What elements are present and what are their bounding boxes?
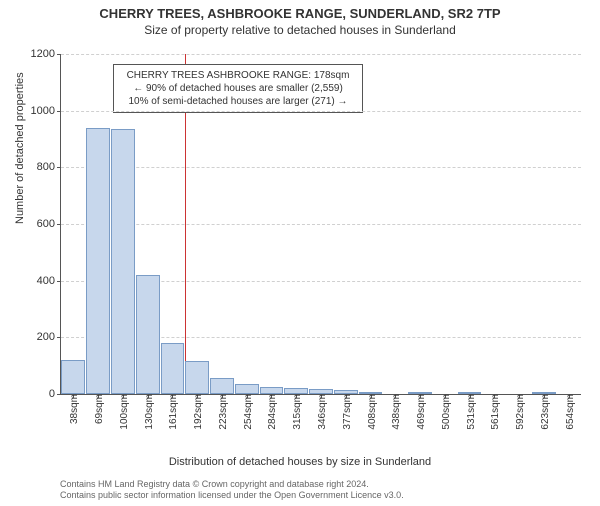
annotation-line1: CHERRY TREES ASHBROOKE RANGE: 178sqm [120,69,356,82]
xtick-label: 69sqm [94,394,105,424]
ytick-label: 1000 [31,105,55,117]
plot-region: CHERRY TREES ASHBROOKE RANGE: 178sqm ← 9… [60,54,581,395]
xtick-label: 469sqm [416,394,427,430]
annotation-box: CHERRY TREES ASHBROOKE RANGE: 178sqm ← 9… [113,64,363,113]
ytick-mark [57,394,61,395]
xtick-label: 254sqm [243,394,254,430]
ytick-label: 400 [37,275,55,287]
ytick-label: 0 [49,388,55,400]
xtick-label: 192sqm [193,394,204,430]
xtick-label: 654sqm [565,394,576,430]
bar [161,343,185,394]
chart-title: CHERRY TREES, ASHBROOKE RANGE, SUNDERLAN… [0,6,600,21]
xtick-label: 408sqm [367,394,378,430]
xtick-label: 561sqm [490,394,501,430]
annotation-line2: ← 90% of detached houses are smaller (2,… [120,82,356,95]
ytick-label: 1200 [31,48,55,60]
gridline [61,54,581,55]
ytick-mark [57,54,61,55]
chart-subtitle: Size of property relative to detached ho… [0,23,600,37]
gridline [61,167,581,168]
gridline [61,224,581,225]
xtick-label: 100sqm [119,394,130,430]
footer: Contains HM Land Registry data © Crown c… [60,479,580,502]
xtick-label: 377sqm [342,394,353,430]
footer-line2: Contains public sector information licen… [60,490,580,502]
bar [61,360,85,394]
ytick-mark [57,281,61,282]
xtick-label: 438sqm [391,394,402,430]
xtick-label: 623sqm [540,394,551,430]
bar [260,387,284,394]
annotation-line3: 10% of semi-detached houses are larger (… [120,95,356,108]
xtick-label: 500sqm [441,394,452,430]
ytick-mark [57,224,61,225]
xtick-label: 161sqm [168,394,179,430]
gridline [61,111,581,112]
xtick-label: 346sqm [317,394,328,430]
chart-area: CHERRY TREES ASHBROOKE RANGE: 178sqm ← 9… [60,54,580,424]
bar [210,378,234,394]
xtick-label: 284sqm [267,394,278,430]
ytick-label: 200 [37,331,55,343]
bar [86,128,110,394]
xtick-label: 592sqm [515,394,526,430]
ytick-label: 600 [37,218,55,230]
bar [185,361,209,394]
footer-line1: Contains HM Land Registry data © Crown c… [60,479,580,491]
xtick-label: 38sqm [69,394,80,424]
ytick-label: 800 [37,161,55,173]
xtick-label: 223sqm [218,394,229,430]
bar [136,275,160,394]
y-axis-label: Number of detached properties [14,72,26,224]
xtick-label: 531sqm [466,394,477,430]
ytick-mark [57,111,61,112]
xtick-label: 130sqm [144,394,155,430]
bar [111,129,135,394]
ytick-mark [57,167,61,168]
x-axis-label: Distribution of detached houses by size … [0,456,600,468]
ytick-mark [57,337,61,338]
xtick-label: 315sqm [292,394,303,430]
bar [235,384,259,394]
